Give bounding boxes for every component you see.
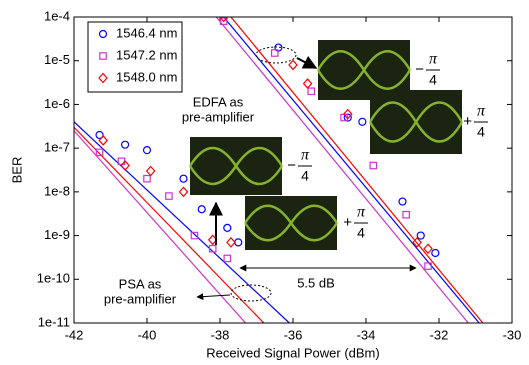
y-tick-label: 1e-8 bbox=[44, 183, 70, 198]
x-tick-label: -42 bbox=[65, 327, 84, 342]
point bbox=[224, 255, 230, 261]
annotation: pre-amplifier bbox=[182, 109, 255, 124]
eye-numerator: π bbox=[429, 51, 438, 68]
eye-numerator: π bbox=[301, 147, 310, 164]
x-tick-label: -40 bbox=[138, 327, 157, 342]
x-tick-label: -36 bbox=[284, 327, 303, 342]
point bbox=[304, 79, 312, 88]
point bbox=[144, 175, 150, 181]
point bbox=[308, 88, 314, 94]
point bbox=[180, 175, 187, 182]
point bbox=[180, 187, 188, 196]
arrow bbox=[197, 295, 230, 297]
eye-sign: − bbox=[287, 157, 296, 174]
x-tick-label: -34 bbox=[357, 327, 376, 342]
y-tick-label: 1e-5 bbox=[44, 52, 70, 67]
point bbox=[96, 149, 102, 155]
eye-numerator: π bbox=[477, 103, 486, 120]
point bbox=[417, 232, 424, 239]
eye-sign: + bbox=[463, 113, 472, 130]
x-tick-label: -32 bbox=[430, 327, 449, 342]
y-tick-label: 1e-4 bbox=[44, 8, 70, 23]
point bbox=[99, 136, 107, 145]
eye-sign: + bbox=[343, 214, 352, 231]
eye-denominator: 4 bbox=[429, 72, 437, 88]
point bbox=[122, 141, 129, 148]
annotation: pre-amplifier bbox=[104, 291, 177, 306]
point bbox=[198, 206, 205, 213]
y-tick-label: 1e-9 bbox=[44, 227, 70, 242]
point bbox=[191, 232, 197, 238]
point bbox=[144, 147, 151, 154]
arrow bbox=[297, 58, 316, 68]
point bbox=[227, 238, 235, 247]
eye-numerator: π bbox=[357, 204, 366, 221]
point bbox=[403, 212, 409, 218]
point bbox=[370, 162, 376, 168]
eye-denominator: 4 bbox=[477, 124, 485, 140]
point bbox=[399, 198, 406, 205]
point bbox=[289, 60, 297, 69]
point bbox=[147, 167, 155, 176]
x-tick-label: -30 bbox=[503, 327, 522, 342]
legend-label: 1547.2 nm bbox=[116, 47, 177, 62]
point bbox=[224, 224, 231, 231]
legend-label: 1548.0 nm bbox=[116, 69, 177, 84]
y-tick-label: 1e-6 bbox=[44, 96, 70, 111]
eye-denominator: 4 bbox=[357, 225, 365, 241]
y-axis-label: BER bbox=[9, 157, 24, 184]
chart: BER Received Signal Power (dBm) −π4+π4−π… bbox=[0, 0, 529, 365]
eye-sign: − bbox=[415, 61, 424, 78]
y-tick-label: 1e-11 bbox=[38, 314, 70, 329]
y-tick-label: 1e-10 bbox=[37, 271, 70, 286]
legend-label: 1546.4 nm bbox=[116, 25, 177, 40]
y-tick-label: 1e-7 bbox=[44, 140, 70, 155]
point bbox=[424, 244, 432, 253]
point bbox=[359, 118, 366, 125]
x-tick-label: -38 bbox=[211, 327, 230, 342]
point bbox=[235, 239, 242, 246]
annotation: PSA as bbox=[119, 276, 162, 291]
point bbox=[432, 249, 439, 256]
eye-denominator: 4 bbox=[301, 168, 309, 184]
annotation: EDFA as bbox=[193, 94, 244, 109]
legend: 1546.4 nm 1547.2 nm 1548.0 nm bbox=[88, 22, 182, 92]
x-axis-label: Received Signal Power (dBm) bbox=[206, 345, 379, 360]
point bbox=[166, 193, 172, 199]
gap-label: 5.5 dB bbox=[297, 275, 335, 290]
